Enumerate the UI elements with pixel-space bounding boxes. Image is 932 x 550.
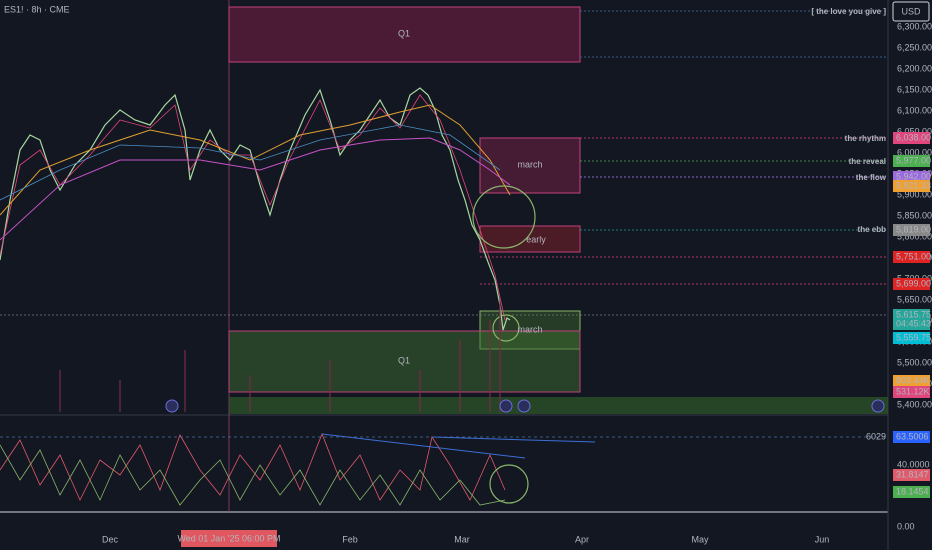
zone-label: Q1 <box>398 28 410 38</box>
price-tag-bg <box>893 155 930 167</box>
event-icon[interactable] <box>517 399 531 413</box>
highlight-circle <box>492 314 520 342</box>
currency: USD <box>901 6 921 16</box>
time-tick-label: May <box>691 534 709 544</box>
price-tag: 5,977.00 <box>896 155 931 165</box>
indicator-tick-label: 40.0000 <box>897 459 930 469</box>
moving-average <box>0 137 511 241</box>
price-tag: 803.44K <box>896 375 930 385</box>
zone-march <box>479 137 581 194</box>
price-tag-bg <box>893 318 930 330</box>
price-tick-label: 6,100.00 <box>897 105 932 115</box>
price-tag: 5,942.00 <box>896 171 931 181</box>
price-tag-bg <box>893 224 930 236</box>
indicator-line <box>0 444 506 506</box>
indicator-tick-label: 0.00 <box>897 521 915 531</box>
price-tick-label: 6,050.00 <box>897 126 932 136</box>
annotation: the flow <box>856 173 887 182</box>
trend-line <box>431 436 596 443</box>
zone-label: march <box>517 159 542 169</box>
price-tick-label: 6,150.00 <box>897 84 932 94</box>
price-tick-label: 6,000.00 <box>897 147 932 157</box>
indicator-level: 6029 <box>866 431 886 441</box>
crosshair-label: Wed 01 Jan '25 06:00 PM <box>177 533 280 543</box>
indicator-tag-bg <box>893 486 930 498</box>
zone-label: Q1 <box>398 355 410 365</box>
trend-line <box>321 433 526 459</box>
symbol: ES1! · 8h · CME <box>4 4 70 14</box>
zone-q1-low <box>228 330 581 393</box>
price-tag-bg <box>893 386 930 398</box>
zone-label: march <box>517 324 542 334</box>
volume-band <box>229 397 888 414</box>
price-tag: 5,559.75 <box>896 332 931 342</box>
event-icon[interactable] <box>165 399 179 413</box>
price-tick-label: 5,400.00 <box>897 399 932 409</box>
price-tick-label: 5,850.00 <box>897 210 932 220</box>
highlight-circle <box>489 464 529 504</box>
event-icon[interactable] <box>871 399 885 413</box>
price-tag: 5,615.75 <box>896 309 931 319</box>
annotation: the rhythm <box>845 134 886 143</box>
price-tag-bg <box>893 332 930 344</box>
price-tag-bg <box>893 132 930 144</box>
time-tick-label: Jun <box>815 534 830 544</box>
level-lines <box>0 10 888 316</box>
price-tag-bg <box>893 278 930 290</box>
price-tag: 6,038.00 <box>896 132 931 142</box>
price-tag: 5,819.00 <box>896 224 931 234</box>
price-tick-label: 5,800.00 <box>897 231 932 241</box>
indicator-tag: 63.5006 <box>896 431 929 441</box>
highlight-circle <box>472 185 536 249</box>
crosshair-label-bg <box>181 530 277 547</box>
indicator-tag-bg <box>893 469 930 481</box>
zone-label: early <box>526 234 546 244</box>
price-tick-label: 5,900.00 <box>897 189 932 199</box>
indicator-tag: 18.1454 <box>896 486 929 496</box>
price-tag: 04:45:43 <box>896 318 931 328</box>
annotation: the ebb <box>858 225 887 234</box>
price-tick-label: 6,250.00 <box>897 42 932 52</box>
indicator-tag-bg <box>893 431 930 443</box>
volume <box>59 300 501 412</box>
moving-average <box>0 104 511 216</box>
time-tick-label: Dec <box>102 534 119 544</box>
time-tick-label: Feb <box>342 534 358 544</box>
annotation: the reveal <box>849 157 886 166</box>
event-icon[interactable] <box>499 399 513 413</box>
indicator-tag: 31.8147 <box>896 469 929 479</box>
price-tick-label: 5,650.00 <box>897 294 932 304</box>
indicator-line <box>0 432 506 501</box>
candles-overlay <box>0 94 506 321</box>
price-tag: 5,699.00 <box>896 278 931 288</box>
dynamic-layer: 6,300.00 6,250.00 6,200.00 6,150.00 6,100.00… <box>102 21 932 544</box>
price-tag-bg <box>893 375 930 387</box>
price-tick-label: 6,300.00 <box>897 21 932 31</box>
annotation: [ the love you give ] <box>811 7 886 16</box>
currency-button[interactable] <box>892 1 930 22</box>
price-tag: 5,921.33 <box>896 180 931 190</box>
price-tag-bg <box>893 251 930 263</box>
zone-q1 <box>228 6 581 63</box>
price-tag-bg <box>893 180 930 192</box>
time-tick-label: Apr <box>575 534 589 544</box>
price-tag: 5,751.00 <box>896 251 931 261</box>
price-tag: 531.12K <box>896 386 930 396</box>
moving-average <box>0 124 501 201</box>
time-tick-label: Mar <box>454 534 470 544</box>
price-tick-label: 5,500.00 <box>897 357 932 367</box>
price-tick-label: 6,200.00 <box>897 63 932 73</box>
